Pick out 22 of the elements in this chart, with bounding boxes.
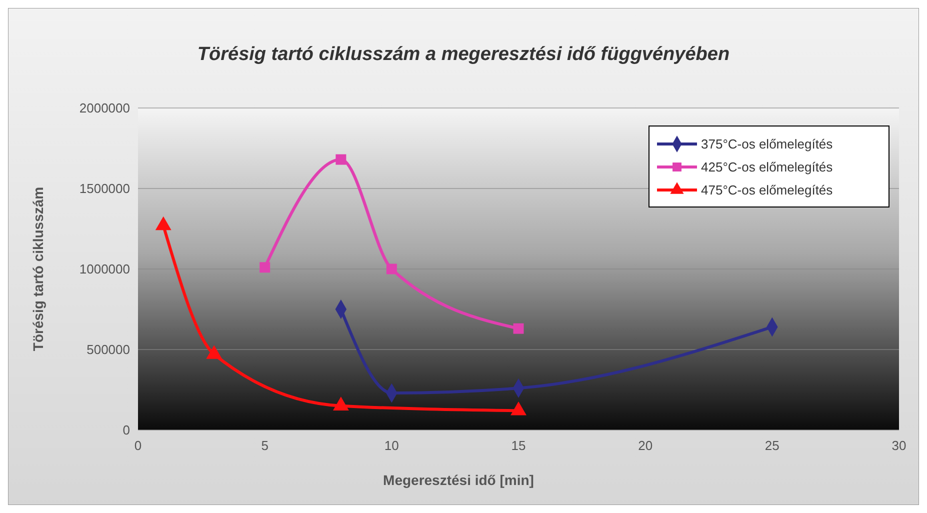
legend-label: 475°C-os előmelegítés [701, 182, 834, 198]
point [386, 264, 397, 274]
x-tick-label: 0 [134, 438, 142, 453]
x-tick-label: 15 [511, 438, 526, 453]
point [336, 154, 346, 165]
y-axis-title: Törésig tartó ciklusszám [30, 186, 46, 352]
y-tick-label: 1500000 [79, 181, 130, 196]
x-tick-label: 20 [638, 438, 653, 453]
y-tick-label: 500000 [86, 342, 130, 358]
legend-label: 425°C-os előmelegítés [701, 160, 834, 175]
x-tick-label: 5 [261, 438, 268, 453]
x-tick-label: 25 [764, 438, 780, 453]
y-tick-label: 0 [122, 422, 130, 438]
legend-label: 375°C-os előmelegítés [701, 136, 834, 152]
chart-title: Törésig tartó ciklusszám a megeresztési idő függvényében [197, 44, 730, 65]
x-tick-label: 10 [384, 438, 399, 453]
x-axis-title: Megeresztési idő [min] [383, 472, 534, 488]
y-tick-label: 1000000 [79, 262, 130, 277]
point [260, 262, 270, 273]
x-tick-label: 30 [892, 438, 906, 453]
y-tick-label: 2000000 [79, 100, 130, 116]
point [513, 323, 524, 334]
